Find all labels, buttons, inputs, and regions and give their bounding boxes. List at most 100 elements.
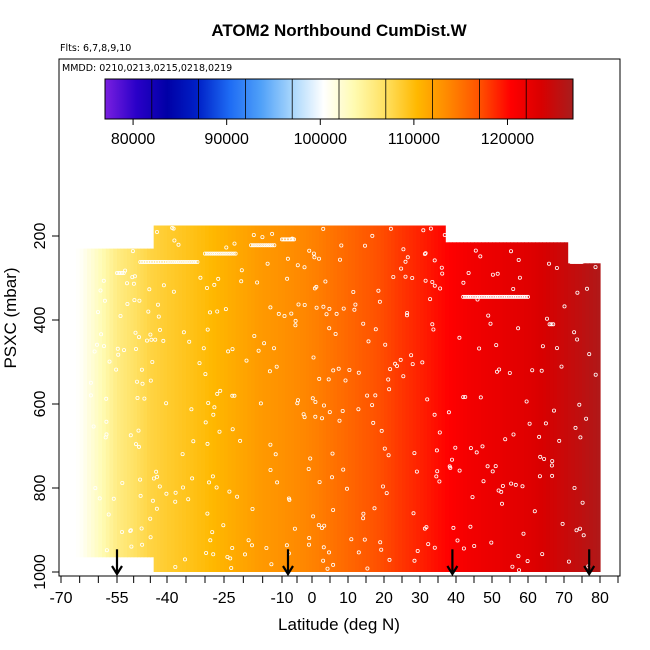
observation-point bbox=[555, 346, 560, 351]
observation-point bbox=[539, 368, 544, 373]
observation-point bbox=[405, 310, 410, 315]
observation-point bbox=[461, 546, 466, 551]
heatmap-cell bbox=[205, 225, 210, 572]
observation-point bbox=[428, 226, 433, 231]
observation-point bbox=[485, 464, 490, 469]
observation-point bbox=[154, 229, 159, 234]
observation-point bbox=[262, 341, 267, 346]
heatmap-cell bbox=[366, 225, 371, 572]
observation-point bbox=[312, 255, 317, 260]
heatmap-cell bbox=[510, 242, 515, 573]
observation-point bbox=[88, 393, 93, 398]
observation-point bbox=[403, 274, 408, 279]
observation-point bbox=[322, 523, 327, 528]
observation-point bbox=[361, 321, 366, 326]
observation-point bbox=[107, 359, 112, 364]
observation-point bbox=[251, 232, 256, 237]
observation-point bbox=[423, 278, 428, 283]
x-tick-label: 60 bbox=[519, 590, 537, 607]
observation-point bbox=[154, 506, 159, 511]
heatmap-cell bbox=[452, 242, 457, 573]
observation-point bbox=[258, 243, 263, 248]
heatmap-cell bbox=[94, 248, 99, 558]
heatmap-cell bbox=[369, 225, 374, 572]
observation-point bbox=[509, 481, 514, 486]
observation-point bbox=[403, 259, 408, 264]
observation-point bbox=[327, 410, 332, 415]
heatmap-cell bbox=[294, 225, 298, 572]
observation-point bbox=[148, 378, 153, 383]
observation-point bbox=[468, 524, 473, 529]
observation-point bbox=[527, 421, 532, 426]
observation-point bbox=[176, 259, 181, 264]
observation-point bbox=[181, 330, 186, 335]
observation-point bbox=[497, 367, 502, 372]
observation-point bbox=[202, 251, 207, 256]
observation-point bbox=[347, 367, 352, 372]
heatmap-cell bbox=[355, 225, 360, 572]
x-tick-label: -70 bbox=[49, 590, 72, 607]
observation-point bbox=[266, 243, 271, 248]
observation-point bbox=[593, 265, 598, 270]
observation-point bbox=[171, 289, 176, 294]
heatmap-cell bbox=[398, 225, 403, 572]
observation-point bbox=[235, 494, 240, 499]
heatmap-cell bbox=[434, 225, 439, 572]
heatmap-cell bbox=[470, 242, 475, 573]
observation-point bbox=[330, 451, 335, 456]
heatmap-cell bbox=[463, 242, 468, 573]
heatmap-cell bbox=[220, 225, 225, 572]
observation-point bbox=[206, 400, 211, 405]
observation-point bbox=[129, 544, 134, 549]
observation-point bbox=[383, 342, 388, 347]
heatmap-cell bbox=[330, 225, 335, 572]
observation-point bbox=[538, 454, 543, 459]
observation-point bbox=[203, 420, 208, 425]
heatmap-cell bbox=[123, 248, 128, 558]
heatmap-cell bbox=[153, 225, 158, 572]
observation-point bbox=[128, 433, 133, 438]
observation-point bbox=[215, 391, 220, 396]
observation-point bbox=[161, 338, 166, 343]
observation-point bbox=[220, 251, 225, 256]
observation-point bbox=[120, 270, 125, 275]
x-tick-label: -55 bbox=[105, 590, 128, 607]
observation-point bbox=[171, 226, 176, 231]
heatmap-cell bbox=[83, 248, 88, 558]
heatmap-cell bbox=[133, 248, 138, 558]
observation-point bbox=[377, 299, 382, 304]
observation-point bbox=[421, 228, 426, 233]
heatmap-cell bbox=[560, 242, 565, 573]
chart-subtitle: Flts: 6,7,8,9,10 bbox=[60, 43, 131, 54]
heatmap-cell bbox=[481, 242, 486, 573]
heatmap-cell bbox=[117, 248, 121, 558]
observation-point bbox=[329, 475, 334, 480]
observation-point bbox=[559, 364, 564, 369]
observation-point bbox=[270, 243, 275, 248]
observation-point bbox=[206, 480, 211, 485]
data-points bbox=[88, 225, 598, 573]
observation-point bbox=[361, 516, 366, 521]
heatmap-cell bbox=[288, 225, 292, 572]
observation-point bbox=[250, 506, 255, 511]
observation-point bbox=[428, 297, 433, 302]
heatmap-cell bbox=[571, 263, 576, 572]
observation-point bbox=[116, 352, 121, 357]
observation-point bbox=[480, 444, 485, 449]
x-tick-label: 70 bbox=[555, 590, 573, 607]
observation-point bbox=[577, 402, 582, 407]
observation-point bbox=[102, 298, 107, 303]
observation-point bbox=[216, 251, 221, 256]
heatmap-cell bbox=[201, 225, 206, 572]
heatmap-cell bbox=[186, 225, 191, 572]
observation-point bbox=[349, 537, 354, 542]
observation-point bbox=[274, 364, 279, 369]
heatmap-cell bbox=[574, 263, 579, 572]
heatmap-cell bbox=[535, 242, 540, 573]
observation-point bbox=[440, 271, 445, 276]
observation-point bbox=[98, 288, 103, 293]
colorbar-tick-label: 80000 bbox=[111, 131, 156, 148]
observation-point bbox=[552, 408, 557, 413]
heatmap-cell bbox=[224, 225, 229, 572]
